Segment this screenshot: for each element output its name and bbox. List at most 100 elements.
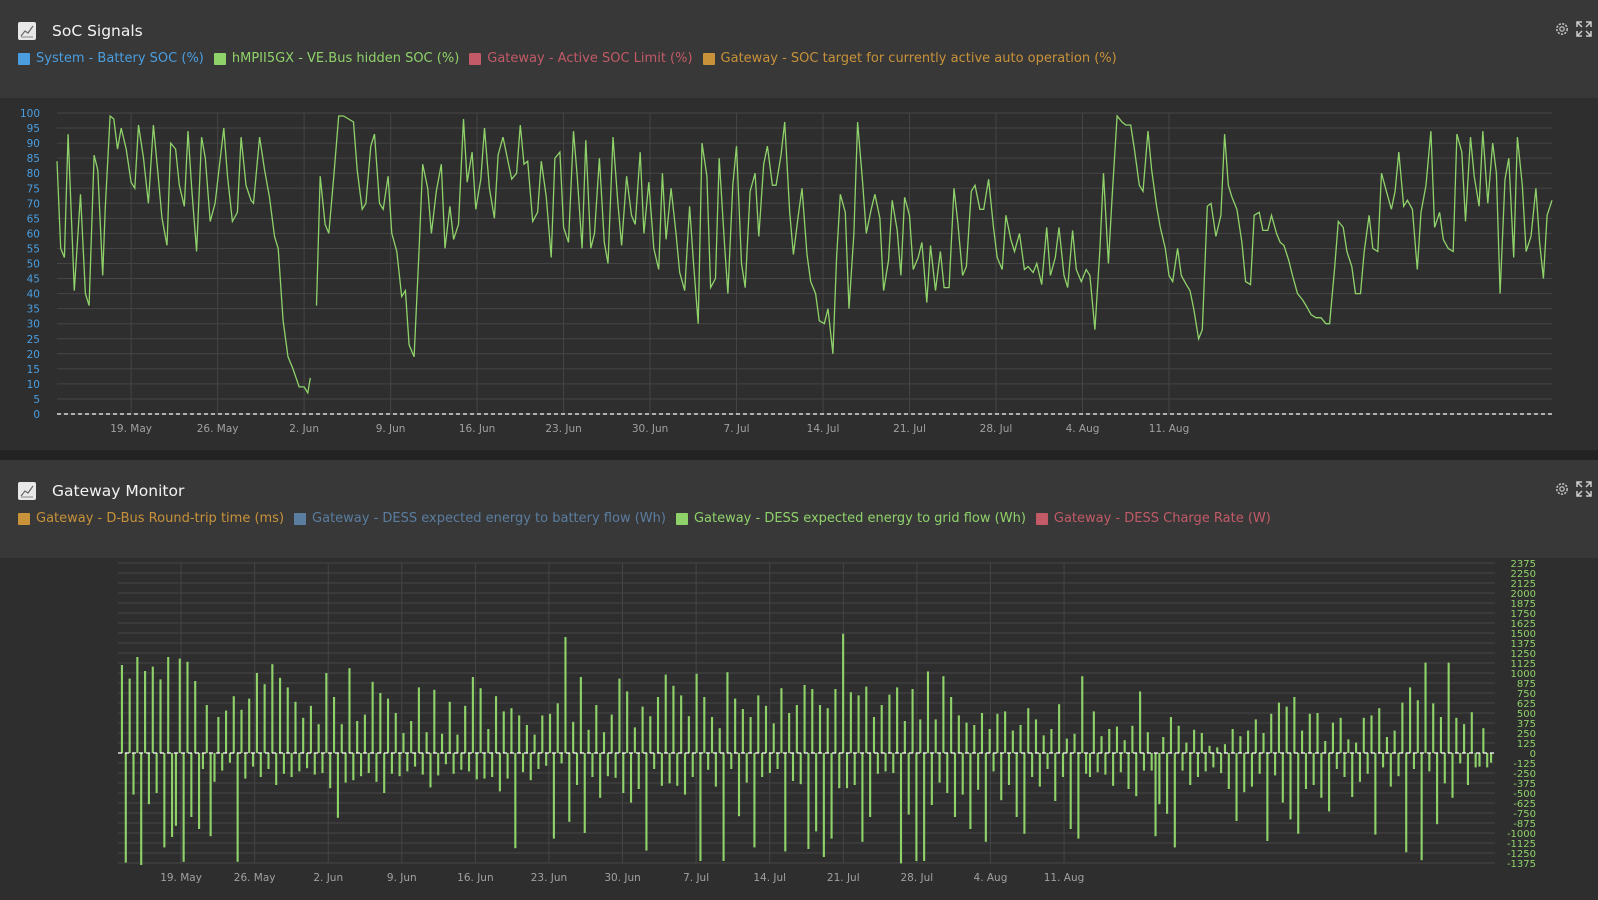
bar bbox=[198, 753, 201, 829]
bar bbox=[1339, 717, 1342, 753]
bar bbox=[1443, 753, 1446, 784]
legend-label: Gateway - DESS Charge Rate (W) bbox=[1053, 511, 1271, 526]
bar bbox=[390, 753, 393, 774]
bar bbox=[791, 753, 795, 781]
bar bbox=[406, 753, 409, 772]
bar bbox=[1019, 725, 1022, 753]
bar bbox=[213, 753, 216, 782]
y-tick-label: 35 bbox=[27, 304, 40, 316]
bar bbox=[518, 715, 521, 753]
bar bbox=[649, 716, 652, 753]
bar bbox=[1004, 711, 1007, 753]
bar bbox=[298, 753, 301, 772]
legend-item[interactable]: Gateway - DESS Charge Rate (W) bbox=[1035, 511, 1271, 526]
bar bbox=[379, 693, 382, 753]
bar bbox=[1220, 753, 1223, 773]
x-tick-label: 21. Jul bbox=[893, 423, 926, 435]
bar bbox=[683, 753, 687, 795]
bar bbox=[714, 753, 717, 787]
x-tick-label: 23. Jun bbox=[545, 423, 581, 435]
bar bbox=[818, 705, 822, 753]
bar bbox=[317, 724, 320, 753]
gear-icon[interactable] bbox=[1554, 481, 1570, 497]
bar bbox=[687, 716, 690, 753]
bar bbox=[163, 753, 166, 848]
bar bbox=[386, 698, 390, 753]
bar bbox=[417, 687, 420, 753]
bar bbox=[221, 753, 224, 771]
legend-item[interactable]: Gateway - DESS expected energy to batter… bbox=[294, 511, 666, 526]
bar bbox=[1455, 717, 1458, 753]
bar bbox=[923, 753, 926, 861]
bar bbox=[761, 753, 764, 777]
bar bbox=[1247, 730, 1250, 753]
legend-item[interactable]: Gateway - Active SOC Limit (%) bbox=[469, 51, 693, 66]
x-tick-label: 4. Aug bbox=[974, 872, 1008, 884]
bar bbox=[1316, 713, 1319, 753]
bar bbox=[309, 705, 312, 753]
bar bbox=[533, 734, 536, 753]
bar bbox=[1451, 753, 1454, 798]
legend-item[interactable]: System - Battery SOC (%) bbox=[18, 51, 204, 66]
bar bbox=[1166, 753, 1169, 814]
bar bbox=[803, 685, 806, 753]
bar bbox=[830, 753, 833, 839]
bar bbox=[707, 753, 710, 770]
bar bbox=[637, 753, 640, 789]
fullscreen-icon[interactable] bbox=[1576, 21, 1592, 37]
bar bbox=[1054, 753, 1057, 801]
bar bbox=[460, 753, 463, 770]
bar bbox=[1027, 708, 1030, 753]
bar bbox=[464, 705, 467, 753]
chart-icon bbox=[18, 482, 36, 500]
bar bbox=[124, 753, 127, 863]
y-tick-label: -125 bbox=[1513, 759, 1536, 770]
bar bbox=[506, 753, 509, 779]
bar bbox=[618, 678, 621, 753]
bar bbox=[1351, 753, 1354, 797]
bar bbox=[741, 709, 744, 753]
bar bbox=[884, 753, 887, 772]
bar bbox=[1393, 730, 1396, 753]
bar bbox=[151, 666, 154, 753]
legend-item[interactable]: Gateway - D-Bus Round-trip time (ms) bbox=[18, 511, 284, 526]
bar bbox=[957, 715, 960, 753]
y-tick-label: 60 bbox=[27, 228, 40, 240]
bar bbox=[313, 753, 316, 775]
bar bbox=[1378, 708, 1381, 753]
bar bbox=[1185, 742, 1188, 753]
bar bbox=[548, 713, 552, 753]
bar bbox=[1235, 753, 1238, 821]
bar bbox=[263, 684, 266, 753]
legend-item[interactable]: Gateway - DESS expected energy to grid f… bbox=[675, 511, 1026, 526]
bar bbox=[899, 753, 903, 864]
legend-item[interactable]: Gateway - SOC target for currently activ… bbox=[702, 51, 1117, 66]
legend-item[interactable]: hMPII5GX - VE.Bus hidden SOC (%) bbox=[213, 51, 459, 66]
bar bbox=[305, 753, 309, 769]
panel-header bbox=[0, 460, 1598, 558]
bar bbox=[1289, 753, 1292, 820]
y-tick-label: 65 bbox=[27, 213, 40, 225]
bar bbox=[398, 753, 401, 777]
bar bbox=[919, 719, 922, 753]
bar bbox=[541, 715, 544, 753]
bar bbox=[1331, 722, 1334, 753]
x-tick-label: 16. Jun bbox=[457, 872, 493, 884]
bar bbox=[525, 725, 528, 753]
x-tick-label: 4. Aug bbox=[1066, 423, 1100, 435]
bar bbox=[629, 753, 633, 803]
bar bbox=[178, 658, 181, 753]
bar bbox=[1262, 733, 1265, 753]
bar bbox=[1181, 753, 1184, 771]
bar bbox=[471, 677, 474, 753]
y-tick-label: 375 bbox=[1517, 719, 1536, 730]
bar bbox=[1150, 753, 1153, 771]
gear-icon[interactable] bbox=[1554, 21, 1570, 37]
bar bbox=[244, 753, 247, 779]
bar bbox=[487, 729, 490, 753]
bar bbox=[834, 689, 837, 753]
bar bbox=[375, 753, 378, 782]
fullscreen-icon[interactable] bbox=[1576, 481, 1592, 497]
bar bbox=[167, 657, 170, 753]
y-tick-label: 2125 bbox=[1511, 579, 1536, 590]
